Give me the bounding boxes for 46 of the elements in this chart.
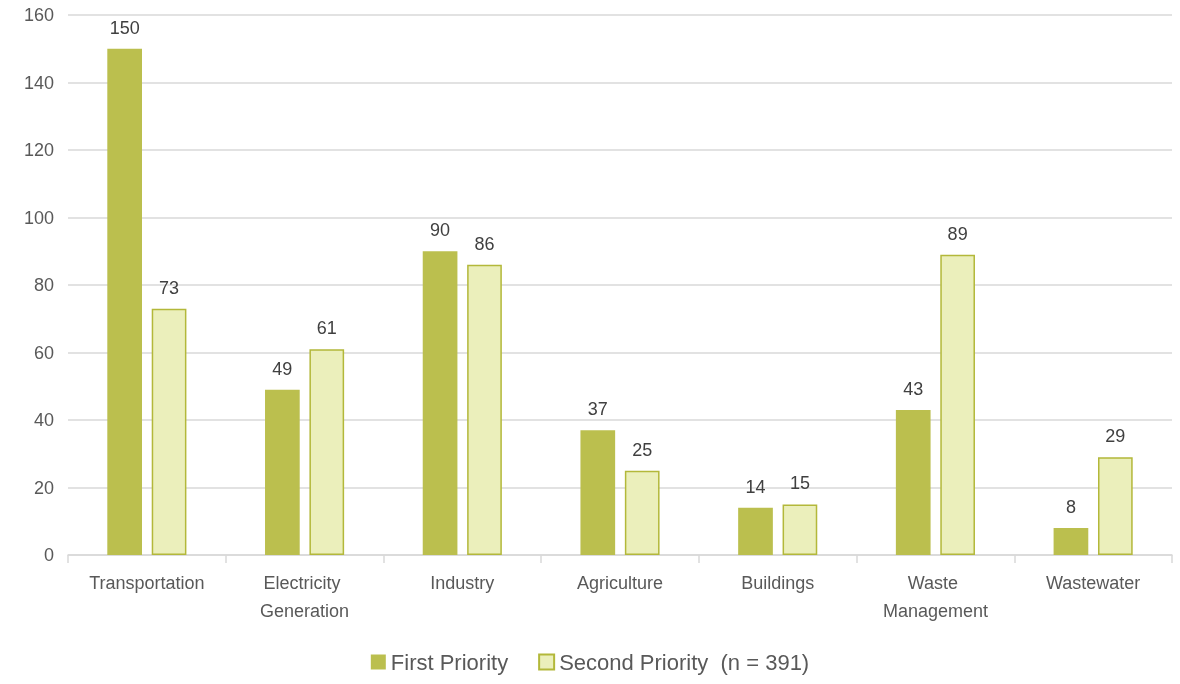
data-label: 14 <box>745 476 766 497</box>
data-label: 49 <box>272 358 293 379</box>
bar <box>467 264 502 555</box>
data-label: 8 <box>1065 497 1076 517</box>
x-tick-label: Electricity Generation <box>260 573 350 621</box>
data-label: 150 <box>109 17 140 38</box>
data-label: 25 <box>632 439 653 460</box>
data-label: 29 <box>1105 426 1126 447</box>
legend-label: First Priority <box>390 649 509 675</box>
x-tick-label: Waste Management <box>882 573 988 621</box>
bar <box>1053 528 1089 555</box>
x-tick-label: Wastewater <box>1045 573 1141 593</box>
y-tick-label: 40 <box>33 410 54 430</box>
x-tick-label: Industry <box>430 573 495 593</box>
bar <box>107 48 142 555</box>
y-tick-label: 100 <box>23 207 54 228</box>
bar <box>895 409 931 555</box>
x-tick-label: Agriculture <box>576 573 664 593</box>
legend-label: Second Priority (n = 391) <box>559 649 810 675</box>
bar <box>738 507 773 555</box>
data-label: 86 <box>474 233 495 254</box>
data-label: 73 <box>159 277 180 298</box>
bar <box>265 389 300 555</box>
bar <box>940 254 975 555</box>
data-label: 61 <box>316 318 337 339</box>
data-label: 43 <box>903 378 924 399</box>
bar <box>580 430 616 555</box>
bar <box>151 308 187 555</box>
y-tick-label: 60 <box>33 342 54 363</box>
bar <box>422 251 458 555</box>
data-label: 37 <box>587 399 608 420</box>
y-tick-label: 120 <box>23 140 54 160</box>
x-tick-label: Transportation <box>89 573 205 593</box>
bar <box>782 504 818 555</box>
bar <box>1098 457 1133 555</box>
bar <box>309 349 345 555</box>
x-tick-label: Buildings <box>741 573 815 593</box>
y-tick-label: 20 <box>33 477 54 498</box>
data-label: 90 <box>430 220 451 241</box>
data-label: 89 <box>947 223 968 244</box>
y-tick-label: 0 <box>43 545 54 565</box>
y-tick-label: 160 <box>23 5 54 25</box>
y-tick-label: 80 <box>33 275 54 295</box>
y-tick-label: 140 <box>23 72 54 93</box>
bar <box>624 470 660 555</box>
data-label: 15 <box>789 473 810 494</box>
